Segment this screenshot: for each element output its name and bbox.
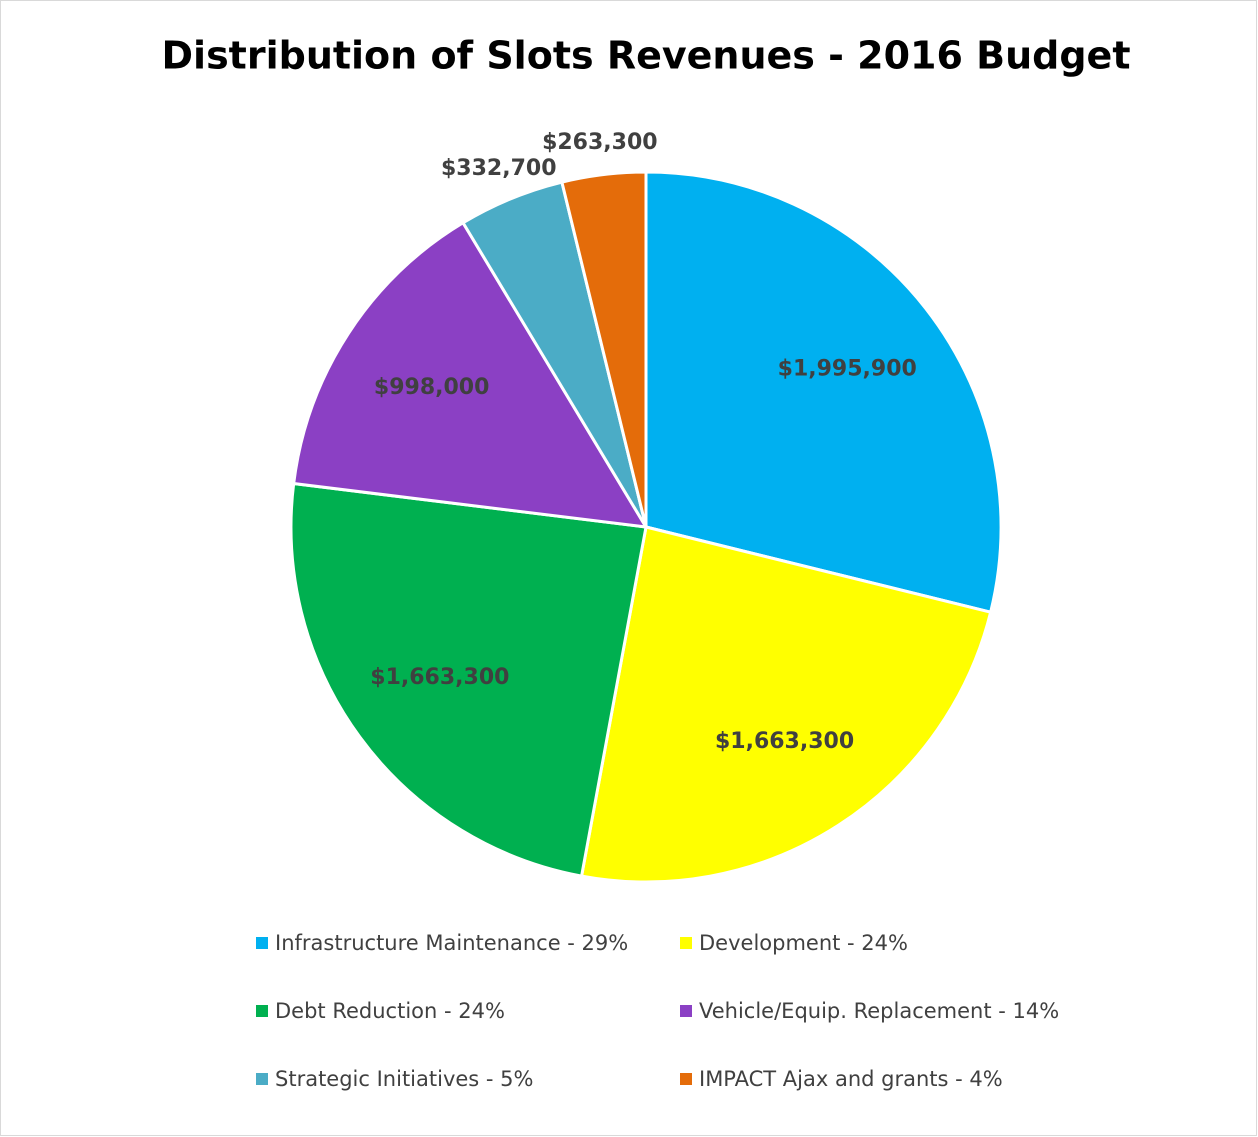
- data-label: $1,995,900: [778, 356, 917, 381]
- data-label: $332,700: [441, 156, 557, 181]
- data-label: $263,300: [542, 130, 658, 155]
- legend-label: IMPACT Ajax and grants - 4%: [699, 1067, 1003, 1091]
- legend-swatch: [680, 937, 692, 949]
- pie-slice: [291, 220, 649, 529]
- legend-label: Debt Reduction - 24%: [275, 999, 505, 1023]
- data-label: $1,663,300: [370, 665, 509, 690]
- legend-label: Infrastructure Maintenance - 29%: [275, 931, 628, 955]
- pie-slice: [644, 170, 1003, 615]
- legend-label: Development - 24%: [699, 931, 908, 955]
- legend-swatch: [680, 1005, 692, 1017]
- pie-slice: [579, 525, 993, 884]
- data-label: $1,663,300: [715, 729, 854, 754]
- legend-swatch: [256, 1005, 268, 1017]
- legend-swatch: [680, 1073, 692, 1085]
- pie-slice: [289, 481, 648, 878]
- chart-title: Distribution of Slots Revenues - 2016 Bu…: [162, 34, 1131, 78]
- pie-slice: [560, 170, 648, 528]
- legend-swatch: [256, 937, 268, 949]
- legend-label: Vehicle/Equip. Replacement - 14%: [699, 999, 1059, 1023]
- data-label: $998,000: [374, 375, 490, 400]
- legend-swatch: [256, 1073, 268, 1085]
- legend-label: Strategic Initiatives - 5%: [275, 1067, 533, 1091]
